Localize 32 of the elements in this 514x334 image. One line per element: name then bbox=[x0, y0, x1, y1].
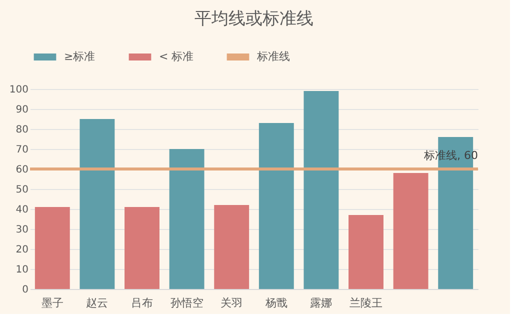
bar bbox=[348, 215, 384, 289]
y-tick-label: 30 bbox=[16, 224, 28, 236]
x-tick-label: 吕布 bbox=[131, 296, 153, 310]
bar bbox=[124, 207, 160, 289]
legend-label: 标准线 bbox=[256, 50, 290, 63]
bar bbox=[169, 149, 204, 289]
x-tick-label: 孙悟空 bbox=[170, 296, 204, 310]
x-tick-label: 墨子 bbox=[41, 296, 64, 310]
bar bbox=[304, 91, 339, 289]
x-tick-label: 关羽 bbox=[220, 296, 243, 310]
bar bbox=[80, 119, 115, 289]
y-tick-label: 40 bbox=[16, 204, 28, 216]
legend-label: < 标准 bbox=[159, 50, 194, 63]
bar bbox=[34, 207, 70, 289]
y-tick-label: 20 bbox=[16, 244, 28, 256]
x-tick-label: 赵云 bbox=[86, 296, 108, 310]
y-tick-label: 0 bbox=[22, 284, 28, 296]
x-tick-label: 杨戬 bbox=[264, 296, 288, 310]
x-tick-label: 兰陵王 bbox=[350, 296, 382, 310]
y-tick-label: 100 bbox=[9, 84, 28, 96]
bar bbox=[258, 123, 294, 289]
y-tick-label: 70 bbox=[16, 144, 28, 156]
y-tick-label: 90 bbox=[16, 104, 28, 116]
y-tick-label: 60 bbox=[16, 164, 28, 176]
y-tick-label: 10 bbox=[16, 264, 28, 276]
bar bbox=[214, 205, 250, 289]
y-tick-label: 80 bbox=[16, 124, 28, 136]
x-tick-label: 露娜 bbox=[310, 296, 332, 310]
bar bbox=[393, 173, 428, 289]
y-tick-label: 50 bbox=[16, 184, 28, 196]
chart-title: 平均线或标准线 bbox=[194, 9, 314, 29]
legend-label: ≥标准 bbox=[64, 50, 96, 63]
